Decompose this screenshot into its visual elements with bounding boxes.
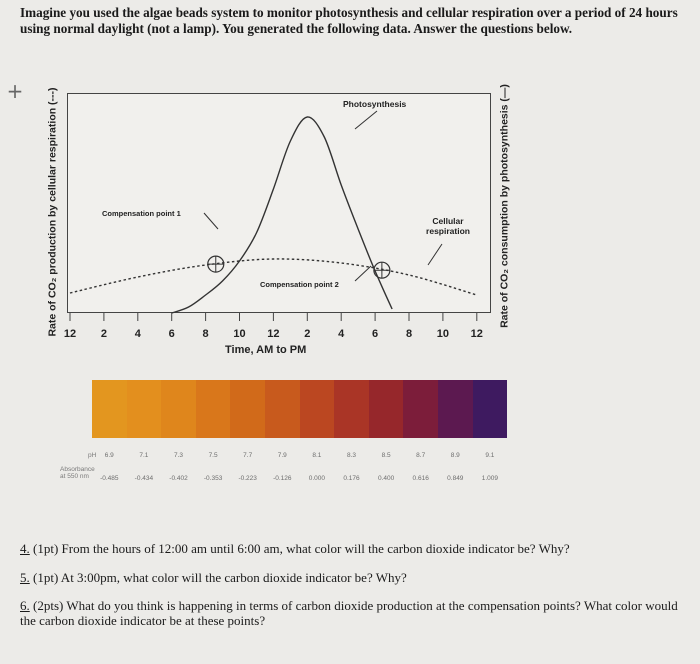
x-tick-label: 8 <box>405 328 413 340</box>
question-6: 6. (2pts) What do you think is happening… <box>20 598 680 628</box>
ph-value: 7.5 <box>208 452 218 459</box>
x-tick-marks <box>69 313 478 321</box>
compensation-point-2-marker <box>373 261 391 279</box>
intro-text: Imagine you used the algae beads system … <box>20 5 678 36</box>
color-swatch <box>230 380 265 438</box>
x-tick-label: 10 <box>233 328 246 340</box>
question-number: 5. <box>20 570 30 585</box>
question-text: (1pt) From the hours of 12:00 am until 6… <box>29 541 570 556</box>
absorbance-value: -0.402 <box>169 475 188 482</box>
x-tick-label: 6 <box>168 328 175 340</box>
respiration-pointer <box>427 243 443 266</box>
color-swatch <box>403 380 438 438</box>
color-swatch <box>472 380 508 438</box>
color-swatch <box>264 380 300 438</box>
compensation-markers <box>207 255 391 279</box>
question-text: (2pts) What do you think is happening in… <box>20 598 678 628</box>
color-swatch <box>368 380 404 438</box>
absorbance-value: 0.616 <box>412 475 429 482</box>
absorbance-value: -0.223 <box>238 475 257 482</box>
ph-value: 7.3 <box>173 452 184 459</box>
absorbance-value: 0.176 <box>343 475 360 482</box>
x-axis-title: Time, AM to PM <box>225 344 307 356</box>
x-tick-label: 6 <box>372 328 379 340</box>
x-tick-label: 12 <box>267 328 280 340</box>
absorbance-value: -0.353 <box>203 475 223 482</box>
compensation-point-1-marker <box>207 255 225 273</box>
absorbance-value: -0.434 <box>134 475 154 482</box>
question-number: 6. <box>20 598 30 613</box>
photosynthesis-pointer <box>354 110 378 130</box>
indicator-color-scale <box>92 380 508 438</box>
x-tick-label: 12 <box>470 328 483 340</box>
ph-value: 7.1 <box>139 452 149 459</box>
color-swatch <box>92 380 127 438</box>
ph-value: 8.5 <box>381 452 391 459</box>
ph-value: 7.7 <box>243 452 253 459</box>
question-5: 5. (1pt) At 3:00pm, what color will the … <box>20 570 680 585</box>
plot-area <box>67 93 491 313</box>
absorbance-value: 1.009 <box>481 475 499 482</box>
absorbance-value: -0.485 <box>100 475 119 482</box>
compensation-point-1-pointer <box>203 212 219 230</box>
x-tick-label: 2 <box>100 328 107 340</box>
absorbance-value: 0.400 <box>377 475 395 482</box>
x-tick-label: 8 <box>202 328 209 340</box>
x-tick-label: 2 <box>304 328 311 340</box>
absorbance-value: 0.849 <box>447 475 464 482</box>
x-tick-label: 4 <box>338 328 345 340</box>
ph-value: 8.3 <box>346 452 357 459</box>
absorbance-row-label: Absorbance at 550 nm <box>60 466 95 480</box>
cellular-respiration-label: Cellular respiration <box>426 216 470 236</box>
compensation-point-1-label: Compensation point 1 <box>102 209 181 218</box>
ph-row-label: pH <box>88 452 97 459</box>
x-tick-label: 4 <box>134 328 141 340</box>
x-tick-label: 10 <box>436 328 450 340</box>
respiration-curve <box>69 258 477 296</box>
compensation-point-2-label: Compensation point 2 <box>260 280 339 289</box>
ph-value: 8.1 <box>312 452 322 459</box>
question-4: 4. (1pt) From the hours of 12:00 am unti… <box>20 541 680 556</box>
absorbance-value: -0.126 <box>273 475 292 482</box>
absorbance-value: 0.000 <box>308 475 326 482</box>
x-tick-label: 12 <box>63 328 77 340</box>
ph-value: 9.1 <box>485 452 495 459</box>
color-swatch <box>195 380 231 438</box>
plus-icon: + <box>6 79 24 103</box>
color-swatch <box>437 380 473 438</box>
ph-value: 7.9 <box>277 452 287 459</box>
photosynthesis-label: Photosynthesis <box>343 99 407 109</box>
ph-value: 6.9 <box>104 452 114 459</box>
ph-value: 8.9 <box>450 452 460 459</box>
color-swatch <box>161 380 196 438</box>
ph-value: 8.7 <box>416 452 426 459</box>
color-swatch <box>126 380 162 438</box>
compensation-point-2-pointer <box>354 265 372 282</box>
photosynthesis-curve <box>171 116 393 314</box>
color-swatch <box>334 380 369 438</box>
question-text: (1pt) At 3:00pm, what color will the car… <box>29 570 407 585</box>
color-swatch <box>299 380 335 438</box>
question-number: 4. <box>20 541 30 556</box>
